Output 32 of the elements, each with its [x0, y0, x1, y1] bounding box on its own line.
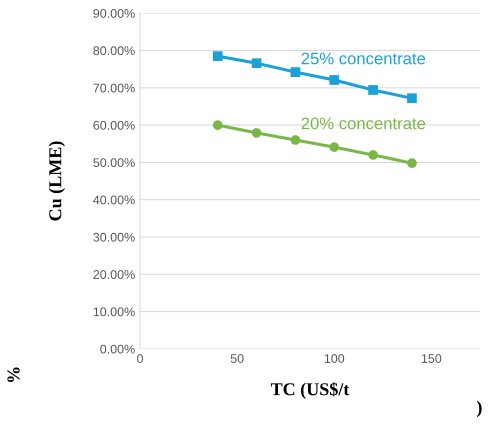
y-tick-label: 30.00%: [93, 232, 135, 242]
y-tick-label: 60.00%: [93, 120, 135, 130]
x-tick-label: 100: [324, 354, 344, 363]
point: [290, 135, 300, 145]
point: [212, 51, 223, 61]
point: [290, 67, 300, 77]
y-tick-label: 50.00%: [93, 158, 135, 168]
y-tick-label: 80.00%: [93, 46, 135, 56]
x-tick-label: 50: [230, 354, 244, 363]
x-tick-label: 0: [137, 354, 144, 363]
series-label: 20% concentrate: [302, 117, 426, 130]
point: [368, 150, 378, 160]
y-tick-label: 20.00%: [93, 270, 135, 279]
point: [368, 85, 378, 95]
point: [407, 158, 417, 168]
y-tick-label: 0.00%: [100, 344, 135, 354]
point: [407, 93, 417, 104]
y-tick-label: 10.00%: [94, 307, 135, 316]
point: [212, 120, 223, 130]
y-axis-title: Cu (LME): [48, 141, 66, 221]
x-tick-label: 150: [422, 354, 442, 363]
y-tick-label: 90.00%: [93, 9, 135, 18]
point: [252, 58, 262, 68]
x-axis-title: TC (US$/t: [270, 382, 350, 399]
text: ): [476, 400, 482, 418]
text: %: [7, 368, 20, 382]
y-tick-label: 70.00%: [93, 84, 135, 92]
series-label: 25% concentrate: [302, 52, 426, 64]
point: [329, 142, 340, 152]
y-tick-label: 40.00%: [93, 196, 135, 204]
point: [329, 75, 340, 85]
point: [252, 128, 262, 138]
